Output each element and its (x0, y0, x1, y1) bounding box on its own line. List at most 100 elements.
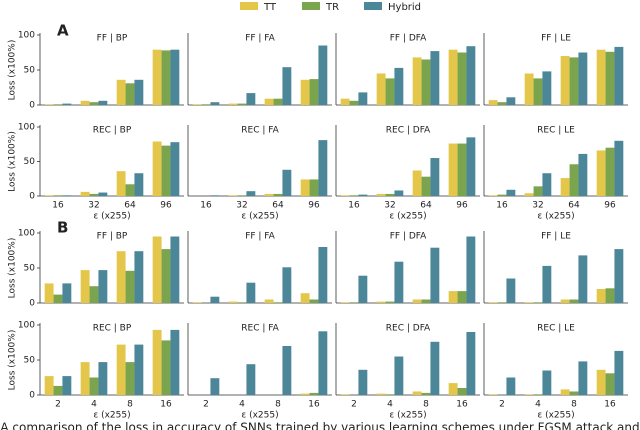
bar (80, 270, 90, 303)
bar (578, 153, 588, 196)
bar (560, 178, 570, 196)
bar (560, 299, 570, 303)
legend-label: TT (263, 2, 277, 13)
bar (210, 378, 220, 395)
bar (125, 83, 135, 105)
bar (282, 67, 292, 105)
chart-title: REC | LE (537, 126, 575, 136)
bar (273, 302, 283, 303)
bar (605, 288, 615, 303)
bar (596, 289, 606, 303)
bar (542, 71, 552, 105)
bar (385, 394, 395, 395)
bar (349, 302, 359, 303)
bar (44, 195, 54, 196)
x-tick-label: 64 (420, 201, 432, 211)
x-tick-label: 64 (124, 201, 136, 211)
x-tick-label: 2 (499, 400, 505, 410)
bar (273, 98, 283, 105)
y-tick-label: 50 (24, 356, 36, 366)
bar (161, 249, 171, 303)
x-tick-label: 2 (351, 400, 357, 410)
bar (53, 195, 63, 196)
bar (309, 392, 319, 395)
bar (340, 302, 350, 303)
bar (80, 191, 90, 196)
bar (506, 189, 516, 196)
bar (596, 49, 606, 105)
bar (448, 383, 458, 395)
x-axis-label: ε (x255) (389, 411, 426, 421)
bar (488, 100, 498, 105)
bar (318, 45, 328, 105)
bar (596, 150, 606, 196)
x-tick-label: 32 (384, 201, 395, 211)
bar (421, 176, 431, 196)
bar (192, 104, 202, 105)
bar (488, 394, 498, 395)
bar (421, 392, 431, 395)
bar (237, 302, 247, 303)
x-tick-label: 4 (535, 400, 541, 410)
bar (44, 283, 54, 303)
bar (506, 278, 516, 303)
x-tick-label: 16 (200, 201, 212, 211)
bar (80, 100, 90, 105)
chart-title: REC | BP (93, 126, 132, 136)
x-tick-label: 4 (91, 400, 97, 410)
x-tick-label: 96 (604, 201, 616, 211)
x-axis-label: ε (x255) (537, 411, 574, 421)
bar (605, 51, 615, 105)
x-axis-label: ε (x255) (389, 212, 426, 222)
x-tick-label: 96 (308, 201, 320, 211)
bar (524, 73, 534, 105)
bar (210, 195, 220, 196)
bar (309, 299, 319, 303)
bar (237, 103, 247, 105)
chart-title: FF | DFA (390, 34, 427, 44)
bar (578, 255, 588, 303)
x-axis-label: ε (x255) (537, 212, 574, 222)
bar (421, 59, 431, 105)
y-axis-label: Loss (x100%) (8, 131, 18, 192)
bar (273, 193, 283, 196)
y-tick-label: 100 (18, 123, 35, 133)
bar (125, 362, 135, 395)
y-axis-label: Loss (x100%) (8, 238, 18, 299)
x-tick-label: 2 (55, 400, 61, 410)
bar (466, 332, 476, 395)
chart-title: REC | LE (537, 324, 575, 334)
bar (430, 51, 440, 105)
bar (98, 100, 108, 105)
bar (246, 93, 256, 105)
bar (134, 344, 144, 395)
bar (457, 143, 467, 196)
bar (318, 247, 328, 303)
bar (533, 186, 543, 196)
panel-label: A (57, 22, 69, 40)
bar (134, 173, 144, 196)
bar (340, 195, 350, 196)
x-tick-label: 32 (236, 201, 247, 211)
bar (524, 302, 534, 303)
bar (161, 340, 171, 395)
bar (457, 388, 467, 395)
bar (457, 52, 467, 105)
bar (264, 98, 274, 105)
x-tick-label: 16 (52, 201, 64, 211)
x-tick-label: 4 (239, 400, 245, 410)
bar (318, 331, 328, 395)
bar (152, 329, 162, 395)
bar (358, 194, 368, 196)
bar (560, 56, 570, 105)
bar (300, 393, 310, 395)
y-tick-label: 100 (18, 229, 35, 239)
bar (385, 193, 395, 196)
bar (192, 302, 202, 303)
caption: A comparison of the loss in accuracy of … (0, 421, 639, 430)
bar (376, 193, 386, 196)
bar (98, 270, 108, 303)
bar (152, 236, 162, 303)
x-tick-label: 8 (127, 400, 133, 410)
